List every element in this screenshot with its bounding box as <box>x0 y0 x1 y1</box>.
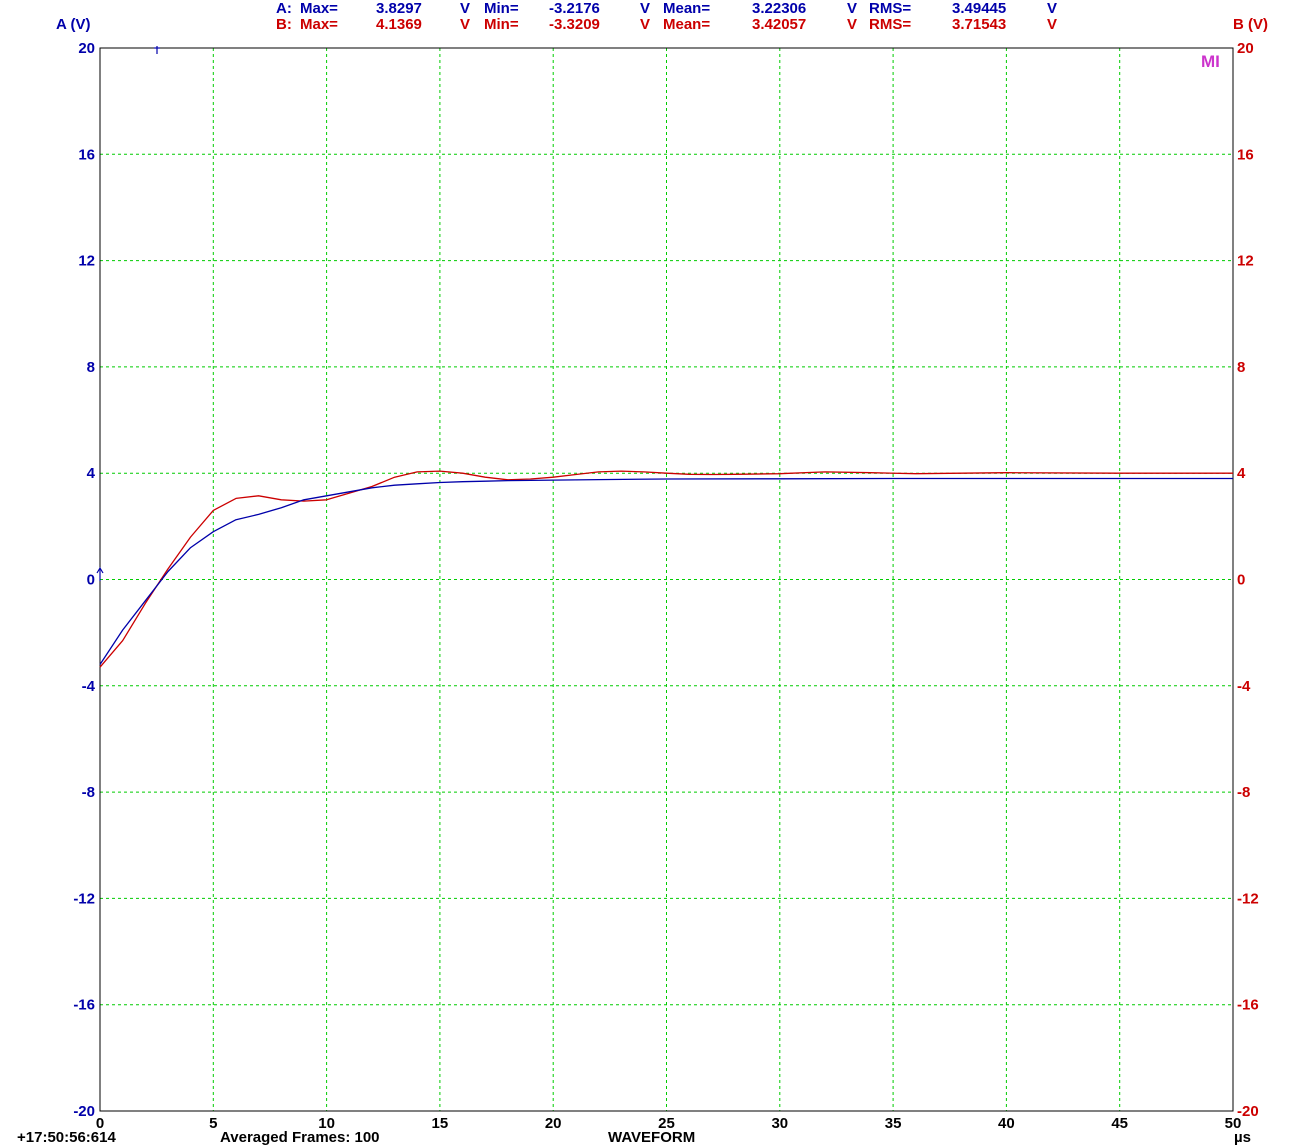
y-tick-label-left: -20 <box>73 1103 95 1120</box>
averaged-frames: Averaged Frames: 100 <box>220 1129 380 1146</box>
channel-a-min-value: -3.2176 <box>549 0 600 17</box>
x-tick-label: 5 <box>209 1115 217 1132</box>
channel-b-max-value: 4.1369 <box>376 16 422 33</box>
channel-b-max-unit: V <box>460 16 470 33</box>
channel-a-label: A: <box>276 0 292 17</box>
y-tick-label-left: 16 <box>78 146 95 163</box>
y-tick-label-right: -8 <box>1237 784 1250 801</box>
y-axis-right-label: B (V) <box>1233 16 1268 33</box>
channel-a-min-label: Min= <box>484 0 519 17</box>
y-tick-label-left: 8 <box>87 359 95 376</box>
y-tick-label-left: 12 <box>78 253 95 270</box>
marker-label: MI <box>1201 52 1220 71</box>
mode-label: WAVEFORM <box>608 1129 695 1146</box>
y-tick-label-right: 12 <box>1237 253 1254 270</box>
x-tick-label: 10 <box>318 1115 335 1132</box>
y-tick-label-left: -4 <box>82 678 96 695</box>
y-tick-label-right: -12 <box>1237 890 1259 907</box>
y-tick-label-left: -8 <box>82 784 95 801</box>
channel-a-max-value: 3.8297 <box>376 0 422 17</box>
x-tick-label: 15 <box>432 1115 449 1132</box>
x-tick-label: 20 <box>545 1115 562 1132</box>
x-tick-label: 45 <box>1111 1115 1128 1132</box>
series-line-a <box>99 477 1233 665</box>
channel-b-rms-label: RMS= <box>869 16 911 33</box>
y-tick-label-left: 0 <box>87 572 95 589</box>
channel-a-rms-value: 3.49445 <box>952 0 1006 17</box>
channel-a-stats: A: Max= 3.8297 V Min= -3.2176 V Mean= 3.… <box>276 0 1057 17</box>
y-tick-label-right: 0 <box>1237 572 1245 589</box>
y-axis-left-label: A (V) <box>56 16 90 33</box>
channel-b-stats: B: Max= 4.1369 V Min= -3.3209 V Mean= 3.… <box>276 16 1057 33</box>
y-tick-label-left: -12 <box>73 890 95 907</box>
channel-b-min-value: -3.3209 <box>549 16 600 33</box>
channel-b-min-unit: V <box>640 16 650 33</box>
y-tick-label-left: 4 <box>87 465 96 482</box>
y-tick-label-right: 20 <box>1237 40 1254 57</box>
series-group <box>99 470 1233 668</box>
y-tick-label-left: 20 <box>78 40 95 57</box>
x-tick-label: 40 <box>998 1115 1015 1132</box>
channel-b-label: B: <box>276 16 292 33</box>
channel-a-min-unit: V <box>640 0 650 17</box>
y-tick-label-right: -20 <box>1237 1103 1259 1120</box>
grid-lines <box>100 48 1233 1111</box>
y-tick-label-right: 8 <box>1237 359 1245 376</box>
channel-b-mean-unit: V <box>847 16 857 33</box>
channel-a-mean-value: 3.22306 <box>752 0 806 17</box>
x-tick-label: 50 <box>1225 1115 1242 1132</box>
x-tick-label: 0 <box>96 1115 104 1132</box>
timestamp: +17:50:56:614 <box>17 1129 116 1146</box>
channel-a-mean-unit: V <box>847 0 857 17</box>
x-tick-label: 35 <box>885 1115 902 1132</box>
channel-a-max-unit: V <box>460 0 470 17</box>
channel-b-rms-unit: V <box>1047 16 1057 33</box>
channel-b-mean-value: 3.42057 <box>752 16 806 33</box>
channel-a-mean-label: Mean= <box>663 0 710 17</box>
channel-a-rms-label: RMS= <box>869 0 911 17</box>
y-tick-label-right: -4 <box>1237 678 1251 695</box>
y-tick-label-right: -16 <box>1237 997 1259 1014</box>
y-tick-label-right: 16 <box>1237 146 1254 163</box>
footer: +17:50:56:614 Averaged Frames: 100 WAVEF… <box>17 1129 695 1146</box>
trigger-marker-icon <box>96 46 160 581</box>
series-line-b <box>99 470 1233 668</box>
channel-a-rms-unit: V <box>1047 0 1057 17</box>
y-tick-label-left: -16 <box>73 997 95 1014</box>
channel-b-max-label: Max= <box>300 16 338 33</box>
y-tick-label-right: 4 <box>1237 465 1246 482</box>
channel-b-min-label: Min= <box>484 16 519 33</box>
x-axis-label: µs <box>1234 1129 1251 1146</box>
channel-a-max-label: Max= <box>300 0 338 17</box>
channel-b-rms-value: 3.71543 <box>952 16 1006 33</box>
x-tick-label: 30 <box>771 1115 788 1132</box>
channel-b-mean-label: Mean= <box>663 16 710 33</box>
x-tick-label: 25 <box>658 1115 675 1132</box>
